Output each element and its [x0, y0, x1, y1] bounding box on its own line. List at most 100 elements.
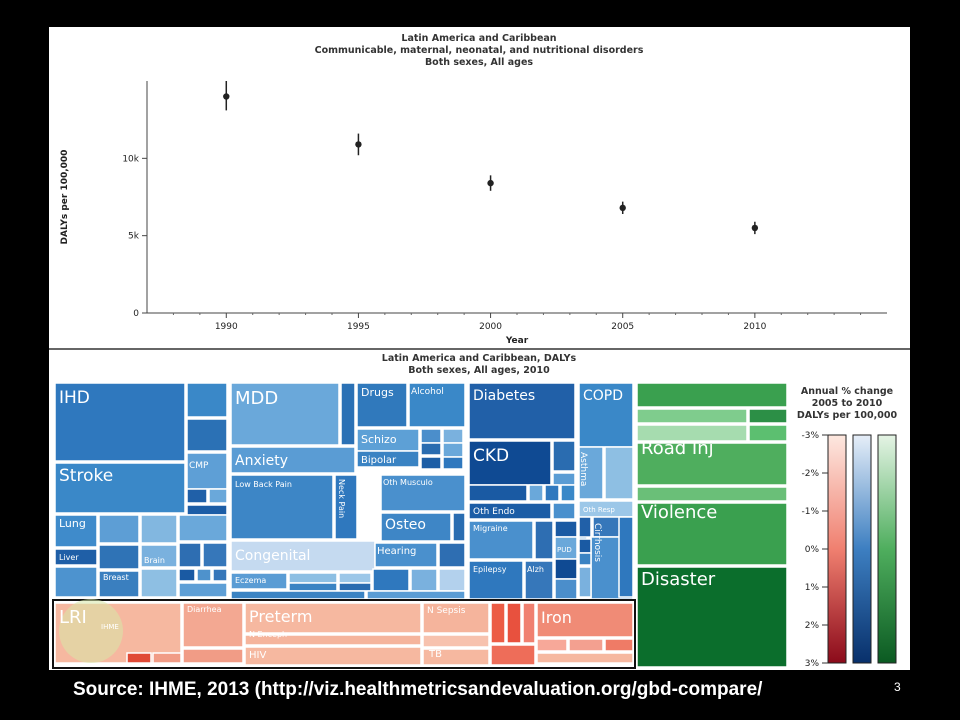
treemap-title-line-1: Latin America and Caribbean, DALYs	[382, 353, 577, 364]
treemap-cell	[544, 484, 560, 502]
treemap-label: Schizo	[361, 433, 397, 446]
highlight-frame	[52, 599, 636, 669]
treemap-cell	[98, 514, 140, 544]
treemap-cell	[410, 568, 438, 592]
chart-panel: Latin America and Caribbean Communicable…	[49, 27, 910, 670]
treemap-cell	[372, 568, 410, 592]
y-ticks: 0 5k 10k	[122, 154, 147, 319]
treemap-cell	[420, 456, 442, 470]
treemap-label: Diarrhea	[187, 605, 222, 614]
treemap-label: Eczema	[235, 576, 266, 585]
treemap-cell	[140, 514, 178, 544]
legend-tick-label: 3%	[805, 659, 820, 669]
treemap-cell	[636, 502, 788, 566]
treemap-cell	[196, 568, 212, 582]
treemap-cell	[420, 428, 442, 444]
source-caption: Source: IHME, 2013 (http://viz.healthmet…	[73, 679, 763, 700]
treemap-cell	[152, 652, 182, 664]
treemap-cell	[528, 484, 544, 502]
treemap-cell	[636, 442, 788, 486]
treemap-cell	[536, 638, 568, 652]
treemap-label: Osteo	[385, 517, 426, 533]
x-tick-label: 2010	[743, 322, 766, 332]
treemap-label: Anxiety	[235, 453, 288, 469]
treemap-label: Preterm	[249, 607, 312, 626]
treemap-cell	[554, 558, 578, 580]
y-axis-label: DALYs per 100,000	[60, 150, 70, 245]
treemap-cell	[568, 638, 604, 652]
treemap-cell	[636, 424, 748, 442]
treemap-cell	[288, 572, 338, 584]
data-point	[223, 93, 230, 100]
treemap-cell	[522, 602, 536, 644]
treemap-label: Migraine	[473, 524, 508, 533]
treemap-cell	[212, 568, 228, 582]
treemap-label: Low Back Pain	[235, 480, 292, 489]
treemap-cell	[490, 644, 536, 666]
treemap-cell	[54, 514, 98, 548]
treemap-cell	[468, 520, 534, 560]
treemap-cell	[244, 602, 422, 634]
treemap-cell	[54, 548, 98, 566]
treemap-cell	[552, 502, 576, 520]
data-point	[619, 204, 626, 212]
x-tick-label: 1990	[215, 322, 238, 332]
legend-tick-label: -2%	[801, 469, 819, 479]
treemap-cell	[374, 542, 438, 568]
treemap-cell	[442, 442, 464, 458]
treemap-cell	[98, 570, 140, 598]
treemap-cell	[366, 590, 466, 600]
treemap-cell	[534, 520, 554, 560]
treemap-cell	[338, 572, 372, 584]
treemap-cell	[230, 572, 288, 590]
treemap-cell	[140, 568, 178, 598]
treemap-cell	[230, 446, 356, 474]
treemap-cell	[468, 502, 552, 520]
x-tick-label: 1995	[347, 322, 370, 332]
treemap-cell	[208, 488, 228, 504]
treemap-cell	[554, 578, 578, 600]
treemap-cell	[442, 428, 464, 444]
treemap-label: LRI	[59, 607, 87, 628]
treemap-cell	[490, 602, 506, 644]
treemap-cell	[186, 382, 228, 418]
ihme-watermark	[59, 599, 123, 663]
y-tick-label: 0	[133, 309, 139, 319]
treemap-cell	[230, 590, 366, 600]
legend-title-line-2: 2005 to 2010	[812, 398, 883, 409]
treemap-label: CMP	[189, 461, 209, 471]
treemap-label: COPD	[583, 388, 623, 404]
ihme-watermark-text: IHME	[101, 623, 119, 631]
data-points	[223, 81, 759, 235]
treemap-cell	[452, 512, 466, 542]
legend-title-line-1: Annual % change	[801, 386, 893, 397]
treemap-cell	[182, 602, 244, 648]
treemap-cell	[98, 544, 140, 570]
treemap-title-line-2: Both sexes, All ages, 2010	[408, 365, 550, 376]
treemap-cell	[178, 514, 228, 542]
treemap-cell	[438, 542, 466, 568]
treemap-cell	[186, 504, 228, 516]
treemap-cell	[186, 452, 228, 490]
legend-title-line-3: DALYs per 100,000	[797, 410, 898, 421]
treemap-cell	[578, 516, 592, 538]
treemap-cell	[748, 408, 788, 424]
treemap-cell	[54, 462, 186, 514]
treemap-cell	[186, 488, 208, 504]
scatter-chart: Latin America and Caribbean Communicable…	[60, 33, 887, 346]
treemap-cell	[202, 542, 228, 568]
x-ticks: 1990 1995 2000 2005 2010	[172, 313, 862, 332]
treemap-label: N Sepsis	[427, 606, 466, 616]
treemap-cell	[524, 560, 554, 600]
treemap-cell	[356, 450, 420, 468]
treemap-label: Brain	[144, 556, 165, 565]
treemap-cell	[140, 544, 178, 568]
treemap-cell	[552, 440, 576, 472]
treemap-label: Drugs	[361, 386, 394, 399]
treemap-label: Asthma	[578, 452, 588, 486]
treemap-cell	[230, 540, 376, 572]
data-point	[751, 224, 759, 232]
treemap-label: Iron	[541, 608, 572, 627]
treemap-cell	[356, 382, 408, 428]
treemap-label: Breast	[103, 573, 129, 582]
